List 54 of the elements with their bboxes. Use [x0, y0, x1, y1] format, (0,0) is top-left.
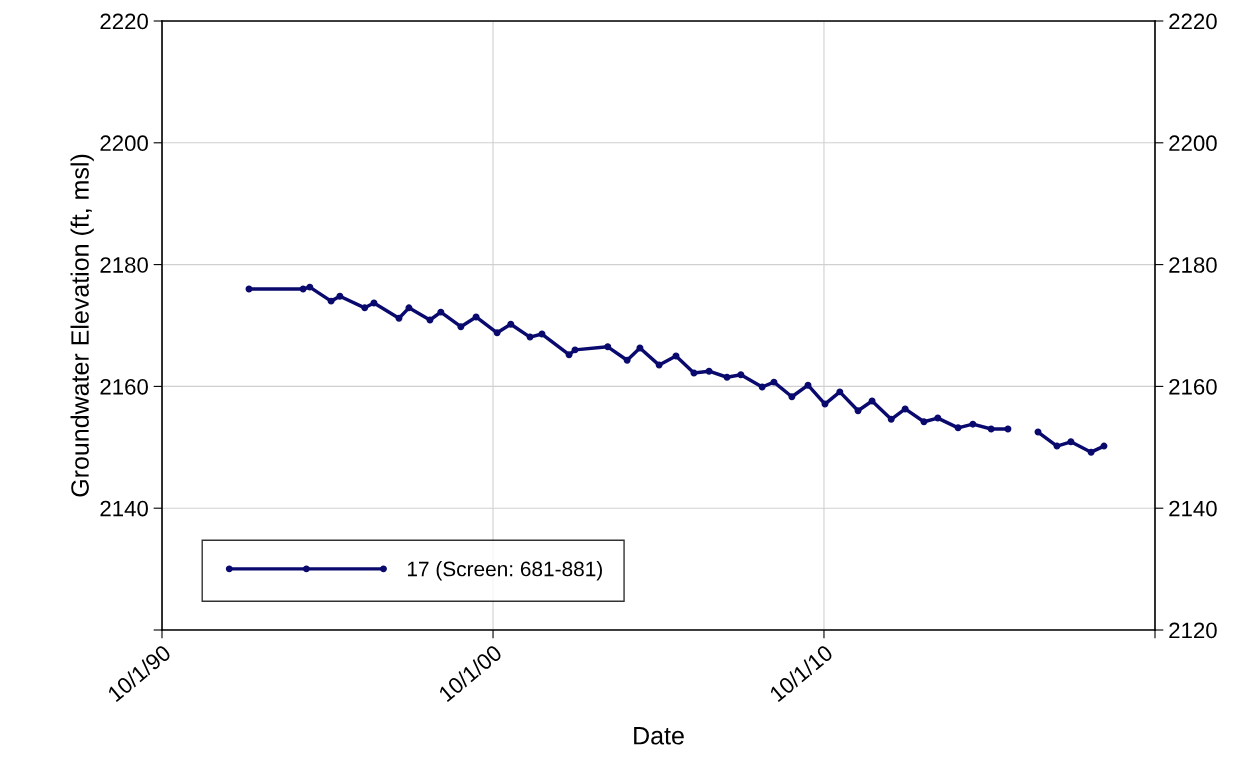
y-tick-label: 2200: [100, 135, 148, 152]
point: [788, 393, 796, 401]
y2-tick-label: 2160: [1169, 378, 1217, 395]
point: [770, 378, 778, 386]
point: [737, 371, 745, 379]
point: [934, 414, 942, 422]
point: [327, 297, 335, 305]
point: [604, 343, 612, 351]
point: [723, 373, 731, 381]
y-axis-title: Groundwater Elevation (ft, msl): [70, 154, 94, 497]
y-tick-label: 2140: [100, 500, 148, 517]
point: [1067, 438, 1075, 446]
point: [306, 283, 314, 291]
point: [1053, 442, 1061, 450]
legend-label: 17 (Screen: 681-881): [407, 561, 602, 581]
y2-tick-label: 2120: [1169, 622, 1217, 639]
point: [821, 400, 829, 408]
point: [920, 418, 928, 426]
point: [623, 356, 631, 364]
point: [854, 407, 862, 415]
y-tick-label: 2160: [100, 378, 148, 395]
point: [361, 304, 369, 312]
point: [437, 308, 445, 316]
point: [636, 344, 644, 352]
point: [405, 304, 413, 312]
point: [705, 367, 713, 375]
point: [969, 420, 977, 428]
point: [804, 381, 812, 389]
point: [1004, 425, 1012, 433]
y2-tick-label: 2180: [1169, 257, 1217, 273]
point: [507, 320, 515, 328]
y-tick-label: 2220: [100, 13, 148, 30]
point: [901, 405, 909, 413]
y2-tick-label: 2140: [1169, 500, 1217, 517]
point: [987, 425, 995, 433]
point: [571, 346, 579, 354]
y-tick-label: 2180: [100, 257, 148, 273]
point: [472, 313, 480, 321]
point: [336, 292, 344, 300]
point: [655, 361, 663, 369]
y2-tick-label: 2200: [1169, 135, 1217, 152]
point: [1100, 442, 1108, 450]
point: [299, 285, 307, 293]
x-axis-title: Date: [634, 727, 684, 745]
point: [1087, 448, 1095, 456]
point: [758, 383, 766, 391]
point: [457, 323, 465, 331]
y2-tick-label: 2220: [1169, 13, 1217, 30]
point: [493, 329, 501, 337]
point: [395, 314, 403, 322]
point: [836, 388, 844, 396]
point: [565, 351, 573, 359]
point: [887, 415, 895, 423]
point: [954, 424, 962, 432]
